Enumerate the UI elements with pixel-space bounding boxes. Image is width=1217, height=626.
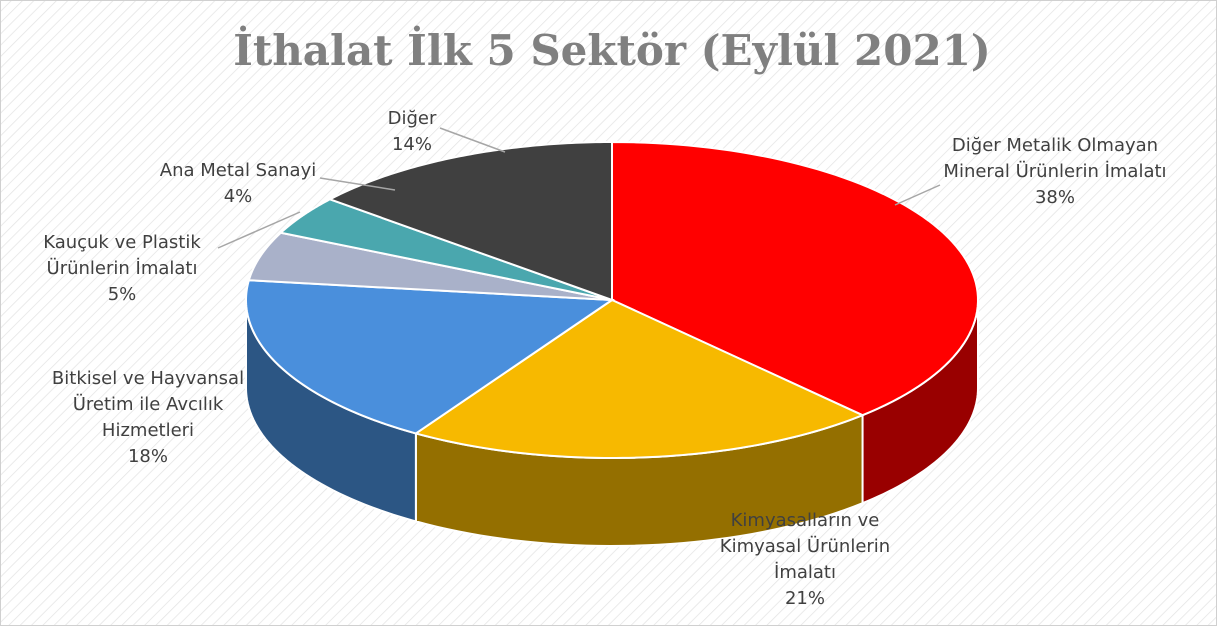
data-label: Diğer Metalik Olmayan Mineral Ürünlerin … (935, 133, 1175, 211)
leader-line (319, 177, 396, 191)
value-label: 4% (223, 186, 253, 207)
slice (247, 231, 613, 301)
leader-line (894, 184, 941, 206)
value-label: 38% (1034, 187, 1075, 208)
leader-line (217, 211, 301, 249)
category-label: Diğer Metalik Olmayan Mineral Ürünlerin … (943, 135, 1167, 182)
category-label: Kimyasalların ve Kimyasal Ürünlerin İmal… (719, 510, 891, 583)
category-label: Ana Metal Sanayi (159, 160, 317, 181)
category-label: Bitkisel ve Hayvansal Üretim ile Avcılık… (51, 368, 245, 441)
category-label: Diğer (387, 108, 437, 129)
data-label: Diğer 14% (367, 106, 457, 158)
value-label: 21% (784, 588, 825, 609)
pie (217, 127, 979, 547)
value-label: 5% (107, 284, 137, 305)
data-label: Kauçuk ve Plastik Ürünlerin İmalatı 5% (12, 230, 232, 308)
slice (278, 198, 613, 301)
value-label: 14% (391, 134, 432, 155)
category-label: Kauçuk ve Plastik Ürünlerin İmalatı (43, 232, 201, 279)
data-label: Bitkisel ve Hayvansal Üretim ile Avcılık… (28, 366, 268, 470)
value-label: 18% (127, 446, 168, 467)
leader-line (439, 127, 506, 153)
slice (244, 279, 616, 435)
slice (327, 140, 613, 302)
data-label: Ana Metal Sanayi 4% (138, 158, 338, 210)
slice (611, 140, 979, 417)
slice (413, 298, 866, 459)
chart-title: İthalat İlk 5 Sektör (Eylül 2021) (233, 24, 991, 75)
data-label: Kimyasalların ve Kimyasal Ürünlerin İmal… (690, 508, 920, 612)
